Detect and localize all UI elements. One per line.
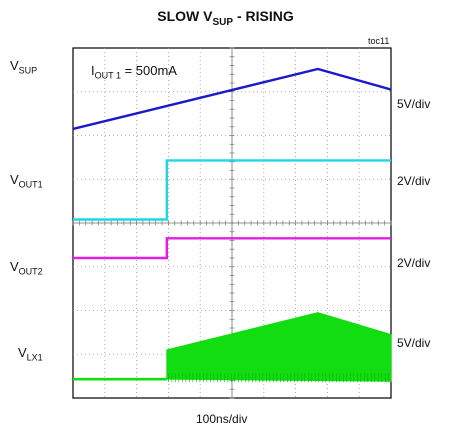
scale-vsup: 5V/div [397, 97, 431, 111]
scale-vlx1: 5V/div [397, 336, 431, 350]
annotation-current: IOUT 1 = 500mA [91, 63, 177, 81]
grid [72, 47, 392, 399]
scale-vout1: 2V/div [397, 174, 431, 188]
trace-vsup [72, 67, 392, 131]
channel-label-vsup: VSUP [10, 58, 38, 76]
scale-vout2: 2V/div [397, 256, 431, 270]
traces [72, 67, 392, 383]
figure-id: toc11 [368, 36, 390, 46]
channel-label-vout1: VOUT1 [10, 172, 43, 190]
trace-vout2 [73, 237, 391, 260]
chart-title: SLOW VSUP - RISING [157, 8, 294, 28]
x-axis-label: 100ns/div [196, 412, 248, 426]
channel-label-vout2: VOUT2 [10, 259, 43, 277]
trace-vout1 [73, 159, 391, 221]
channel-label-vlx1: VLX1 [18, 345, 43, 363]
